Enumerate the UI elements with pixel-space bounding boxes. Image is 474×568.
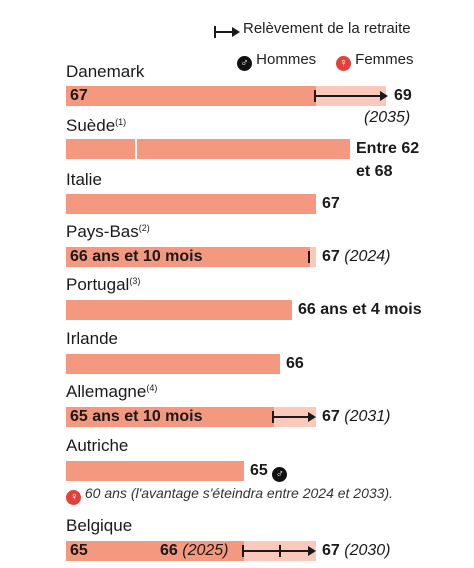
female-symbol-icon: ♀ [66,490,81,505]
legend-raise-label: Relèvement de la retraite [243,20,411,37]
country-label-portugal: Portugal(3) [66,275,141,294]
end-label-allemagne: 67 (2031) [322,408,391,425]
end-label-danemark: 69 [394,87,412,104]
raise-arrow-belgique [242,545,316,557]
country-label-allemagne: Allemagne(4) [66,382,158,401]
country-label-italie: Italie [66,170,102,189]
bar-label-pays-bas: 66 ans et 10 mois [70,248,203,265]
bar-allemagne [66,407,274,427]
end-label-autriche: 65 ♂ [250,461,288,482]
bar-suede [66,139,350,159]
country-label-autriche: Autriche [66,436,129,455]
country-label-pays-bas: Pays-Bas(2) [66,222,150,241]
step-label-belgique: 66 (2025) [160,542,229,559]
bar-pays-bas [66,247,310,267]
bar-belgique [66,541,244,561]
country-label-danemark: Danemark [66,62,145,81]
end-label-pays-bas: 67 (2024) [322,248,391,265]
country-label-belgique: Belgique [66,516,133,535]
bar-portugal [66,300,292,320]
raise-bar-pays-bas [310,247,316,267]
step-tick-belgique [279,545,281,557]
bar-label-danemark: 67 [70,87,88,104]
end-year-danemark: (2035) [364,109,411,126]
bar-irlande [66,354,280,374]
raise-arrow-danemark [314,90,388,102]
bar-danemark [66,86,316,106]
country-label-irlande: Irlande [66,329,118,348]
bar-divider-suede [135,139,137,159]
legend-men: ♂ Hommes [237,51,316,71]
country-label-suede: Suède(1) [66,116,127,135]
end-label-suede-1: Entre 62 [356,140,420,157]
bar-autriche [66,461,244,481]
bar-label-allemagne: 65 ans et 10 mois [70,408,203,425]
female-symbol-icon: ♀ [336,56,351,71]
legend-women-label: Femmes [355,51,414,68]
end-label-belgique: 67 (2030) [322,542,391,559]
raise-tick-pays-bas [308,251,310,263]
male-symbol-icon: ♂ [272,467,288,482]
male-symbol-icon: ♂ [237,56,252,71]
legend-men-label: Hommes [256,51,317,68]
bar-italie [66,194,316,214]
end-label-irlande: 66 [286,355,304,372]
raise-arrow-allemagne [272,411,316,423]
bar-label-belgique: 65 [70,542,88,559]
women-note-autriche: ♀ 60 ans (l'avantage s'éteindra entre 20… [66,485,393,505]
legend-women: ♀ Femmes [336,51,414,71]
end-label-italie: 67 [322,195,340,212]
end-label-portugal: 66 ans et 4 mois [298,301,422,318]
raise-arrow-legend-icon [214,26,240,38]
end-label-suede-2: et 68 [356,163,393,180]
